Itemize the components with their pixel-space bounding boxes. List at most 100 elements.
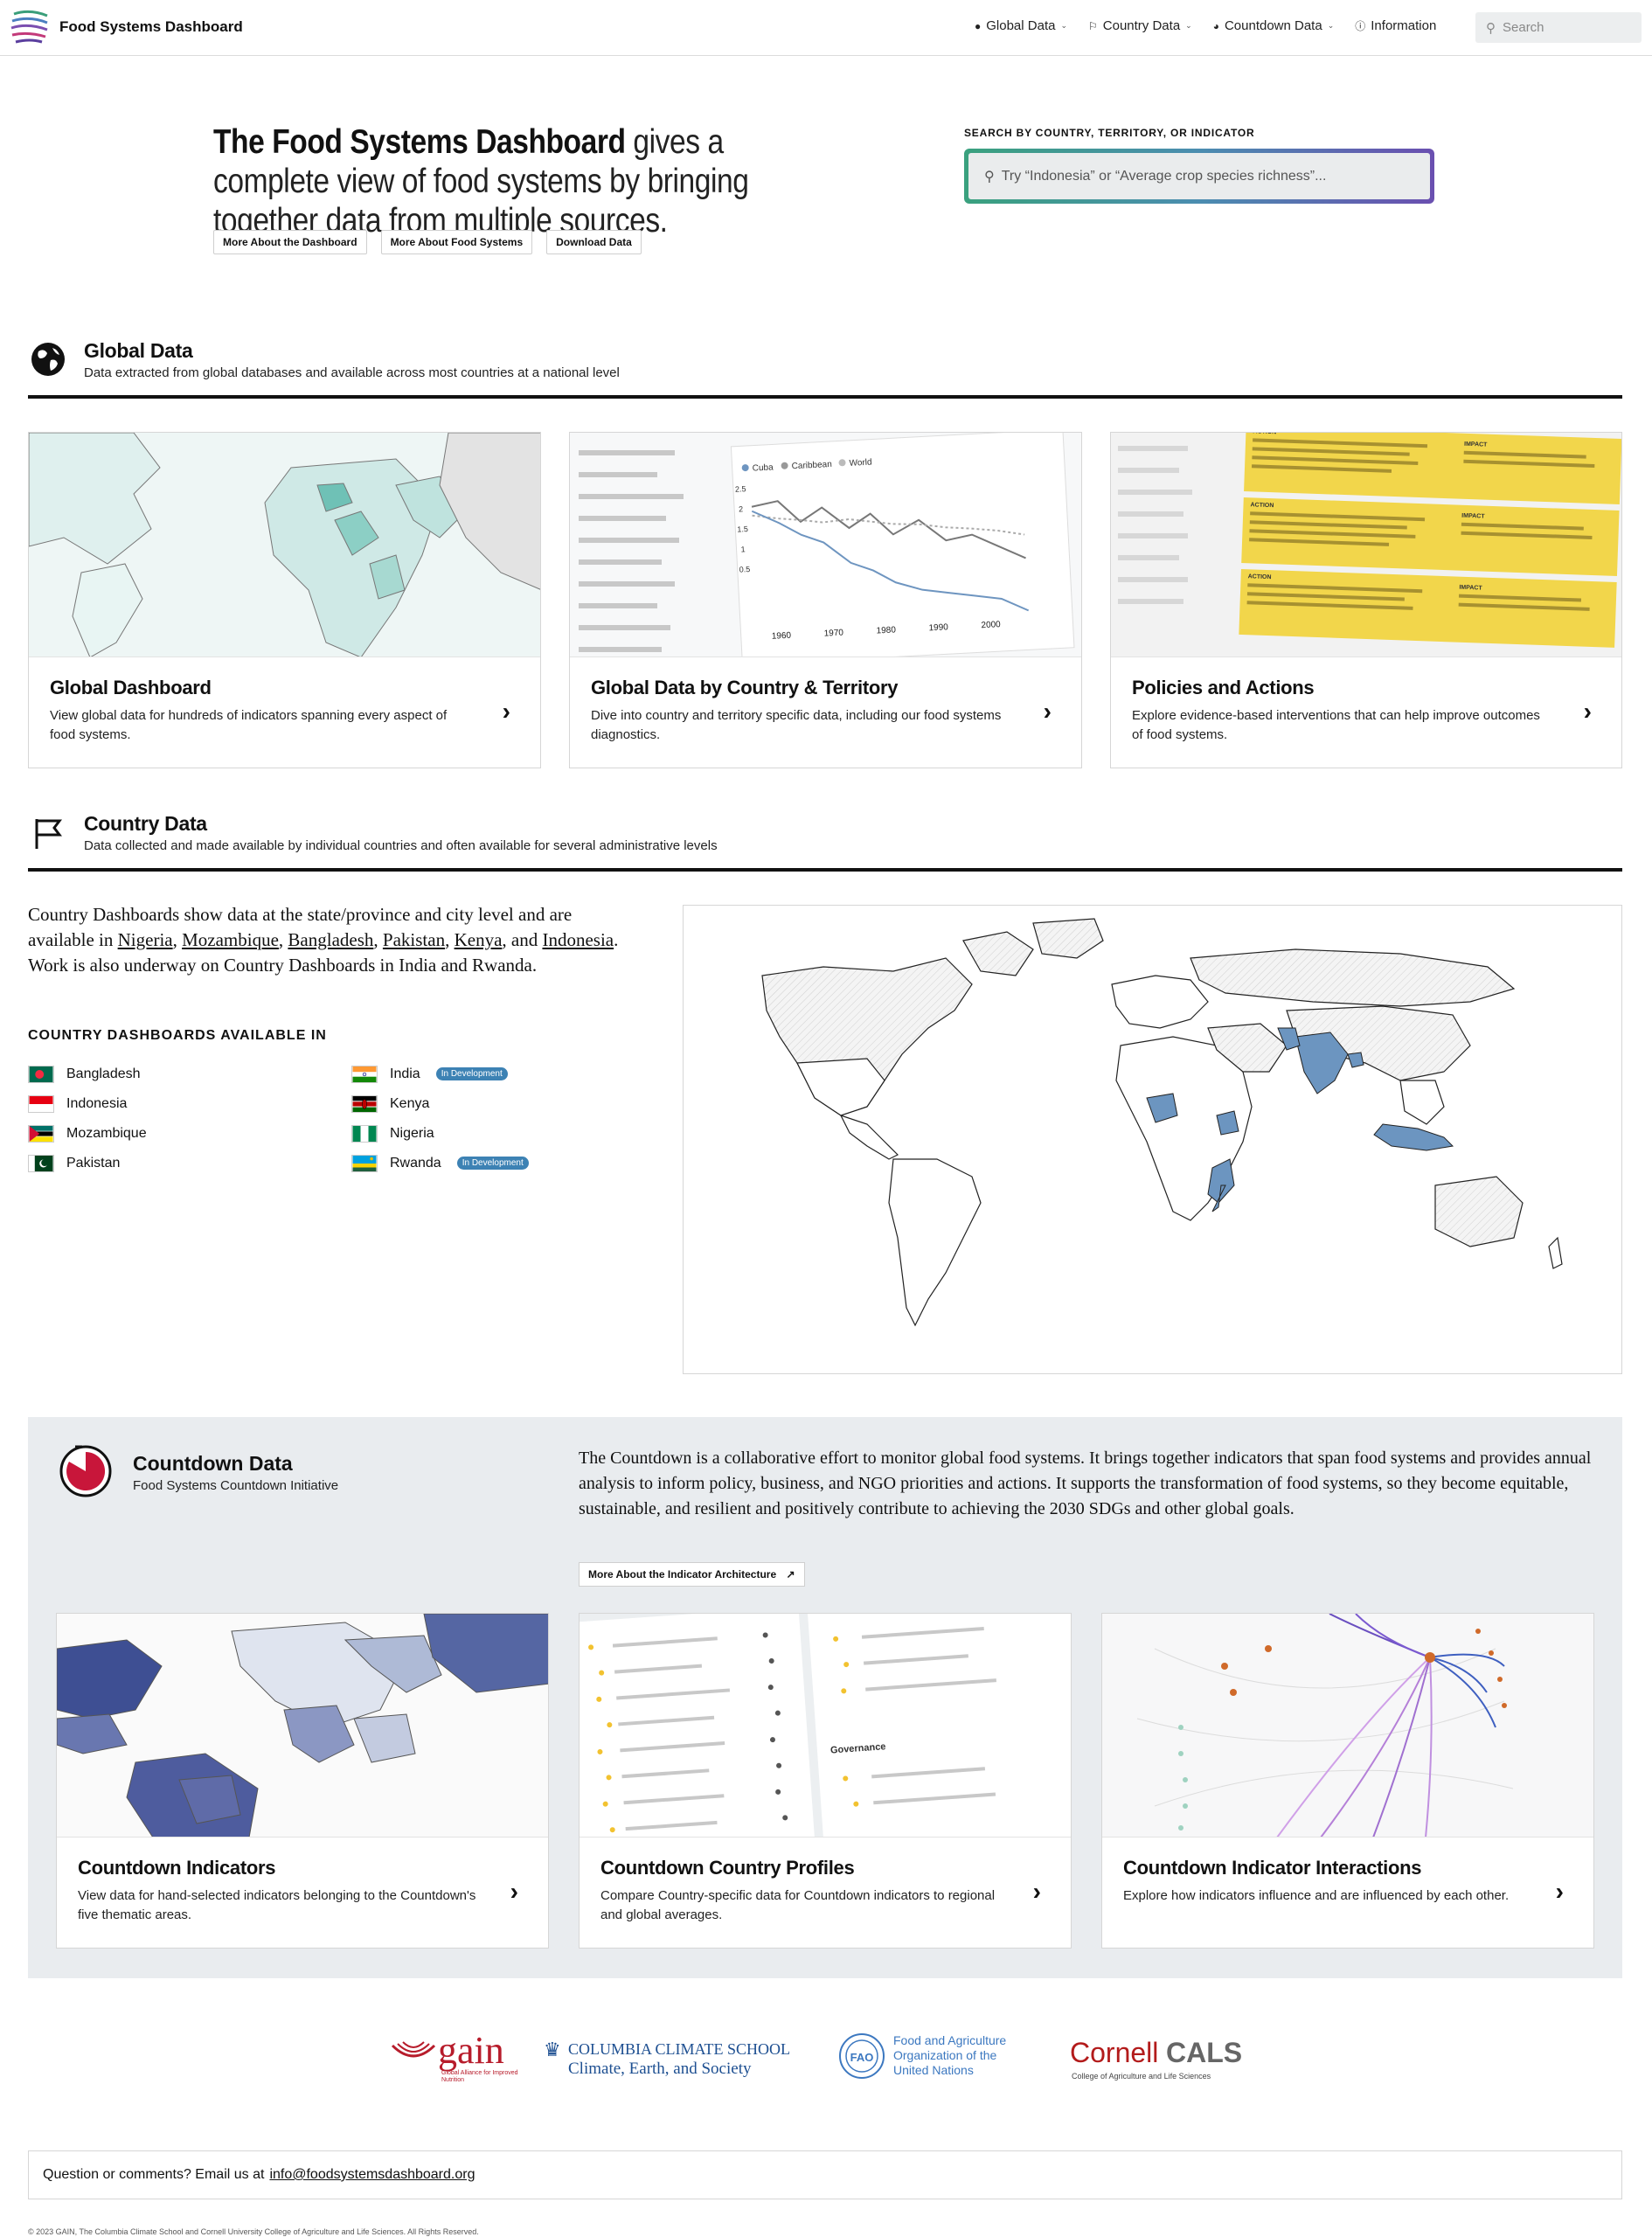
nav-global-data[interactable]: ● Global Data ⌄	[975, 18, 1067, 33]
link-indonesia[interactable]: Indonesia	[542, 929, 614, 950]
link-kenya[interactable]: Kenya	[454, 929, 503, 950]
card-title: Countdown Indicators	[78, 1857, 276, 1879]
chevron-right-icon: ›	[502, 698, 510, 725]
card-description: View data for hand-selected indicators b…	[78, 1888, 476, 1922]
x-tick: 1970	[823, 628, 843, 638]
cornell-cals-logo[interactable]: Cornell CALS College of Agriculture and …	[1070, 2037, 1262, 2081]
india-flag-icon	[351, 1065, 378, 1083]
country-name: Rwanda	[390, 1155, 441, 1171]
country-world-map[interactable]	[683, 905, 1622, 1374]
mozambique-flag-icon	[28, 1124, 54, 1143]
site-brand[interactable]: Food Systems Dashboard	[59, 18, 243, 35]
download-data-button[interactable]: Download Data	[546, 230, 642, 254]
map-preview-image	[29, 433, 540, 657]
legend-cuba: Cuba	[752, 462, 774, 473]
countdown-clock-icon	[59, 1445, 112, 1497]
countdown-description: The Countdown is a collaborative effort …	[579, 1448, 1592, 1518]
interactions-preview-image	[1102, 1614, 1593, 1837]
nav-countdown-data[interactable]: ◕ Countdown Data ⌄	[1213, 18, 1335, 33]
card-title: Global Dashboard	[50, 677, 212, 698]
nav-search-input[interactable]: ⚲ Search	[1475, 12, 1642, 43]
policies-actions-card[interactable]: ACTION ACTION ACTION IMPACT IMPACT IMPAC…	[1110, 432, 1622, 768]
country-name: India	[390, 1066, 420, 1081]
country-item[interactable]: Mozambique	[28, 1124, 351, 1143]
chart-preview-image: Cuba Caribbean World 2.5 2 1.5 1 0.5 196…	[570, 433, 1081, 657]
nigeria-shape	[1146, 1093, 1178, 1123]
info-icon: ⓘ	[1355, 20, 1366, 32]
contact-text: Question or comments? Email us at	[43, 2167, 265, 2182]
country-item[interactable]: Bangladesh	[28, 1065, 351, 1083]
policy-preview: ACTION ACTION ACTION IMPACT IMPACT IMPAC…	[1111, 433, 1621, 657]
gain-wordmark: gain	[438, 2029, 504, 2072]
nav-information[interactable]: ⓘ Information	[1355, 18, 1436, 33]
card-title: Countdown Country Profiles	[600, 1857, 855, 1879]
kenya-flag-icon	[351, 1094, 378, 1113]
country-name: Nigeria	[390, 1125, 434, 1141]
more-about-dashboard-button[interactable]: More About the Dashboard	[213, 230, 367, 254]
country-item[interactable]: Kenya	[351, 1094, 570, 1113]
country-item[interactable]: Rwanda In Development	[351, 1154, 570, 1172]
intro-text: . Work is also underway on Country Dashb…	[28, 929, 619, 976]
indonesia-flag-icon	[28, 1094, 54, 1113]
contact-footer: Question or comments? Email us at info@f…	[28, 2150, 1622, 2199]
flag-icon: ⚐	[1088, 19, 1098, 32]
x-tick: 2000	[981, 620, 1001, 630]
search-icon: ⚲	[1486, 20, 1496, 36]
card-title: Countdown Indicator Interactions	[1123, 1857, 1422, 1879]
rwanda-flag-icon	[351, 1154, 378, 1172]
country-item[interactable]: India In Development	[351, 1065, 570, 1083]
columbia-crown-icon: ♛	[544, 2039, 561, 2060]
action-label: ACTION	[1250, 502, 1274, 509]
global-data-header: Global Data Data extracted from global d…	[28, 337, 1622, 399]
y-tick: 0.5	[739, 565, 751, 574]
gain-logo[interactable]: gain Global Alliance for Improved Nutrit…	[389, 2029, 520, 2083]
indonesia-shape	[1373, 1123, 1454, 1151]
country-item[interactable]: Indonesia	[28, 1094, 351, 1113]
contact-email-link[interactable]: info@foodsystemsdashboard.org	[269, 2167, 475, 2182]
link-bangladesh[interactable]: Bangladesh	[288, 929, 374, 950]
country-territory-card[interactable]: Cuba Caribbean World 2.5 2 1.5 1 0.5 196…	[569, 432, 1082, 768]
chevron-right-icon: ›	[1555, 1878, 1564, 1905]
intro-text: Country Dashboards show data at the stat…	[28, 904, 573, 950]
main-search-box[interactable]: ⚲ Try “Indonesia” or “Average crop speci…	[964, 149, 1434, 204]
top-navbar: Food Systems Dashboard ● Global Data ⌄ ⚐…	[0, 0, 1652, 56]
india-shape	[1295, 1032, 1349, 1094]
fao-mark: FAO	[850, 2051, 874, 2064]
countdown-interactions-card[interactable]: Countdown Indicator Interactions Explore…	[1101, 1613, 1594, 1949]
flag-icon	[35, 819, 62, 849]
site-logo-icon[interactable]	[9, 7, 51, 45]
indicator-architecture-button[interactable]: More About the Indicator Architecture ↗	[579, 1562, 805, 1587]
country-name: Kenya	[390, 1095, 430, 1111]
main-search-input[interactable]: ⚲ Try “Indonesia” or “Average crop speci…	[968, 153, 1430, 199]
nav-country-data[interactable]: ⚐ Country Data ⌄	[1088, 18, 1192, 33]
card-description: Explore how indicators influence and are…	[1123, 1888, 1510, 1903]
hero-heading-bold: The Food Systems Dashboard	[213, 123, 626, 161]
fao-logo[interactable]: FAO Food and Agriculture Organization of…	[837, 2032, 1012, 2082]
line-chart-preview: Cuba Caribbean World 2.5 2 1.5 1 0.5 196…	[570, 433, 1081, 657]
country-flag-list: Bangladesh India In Development Indonesi…	[28, 1065, 570, 1172]
cals-wordmark: CALS	[1166, 2037, 1243, 2068]
countdown-country-profiles-card[interactable]: Governance	[579, 1613, 1072, 1949]
link-pakistan[interactable]: Pakistan	[382, 929, 446, 950]
nav-label: Global Data	[986, 18, 1056, 33]
country-data-title: Country Data	[84, 812, 207, 835]
chevron-right-icon: ›	[1583, 698, 1592, 725]
chevron-down-icon: ⌄	[1060, 21, 1068, 30]
country-item[interactable]: Pakistan	[28, 1154, 351, 1172]
countdown-indicators-card[interactable]: Countdown Indicators View data for hand-…	[56, 1613, 549, 1949]
more-about-food-systems-button[interactable]: More About Food Systems	[380, 230, 533, 254]
chevron-right-icon: ›	[1043, 698, 1052, 725]
link-nigeria[interactable]: Nigeria	[117, 929, 173, 950]
global-dashboard-card[interactable]: Global Dashboard View global data for hu…	[28, 432, 541, 768]
hero-heading: The Food Systems Dashboard gives a compl…	[213, 122, 829, 240]
columbia-climate-school-logo[interactable]: ♛ COLUMBIA CLIMATE SCHOOL Climate, Earth…	[544, 2039, 806, 2082]
card-description: View global data for hundreds of indicat…	[50, 708, 448, 742]
country-name: Mozambique	[66, 1125, 147, 1141]
link-mozambique[interactable]: Mozambique	[182, 929, 279, 950]
copyright-text: © 2023 GAIN, The Columbia Climate School…	[28, 2227, 479, 2236]
fao-line-3: United Nations	[893, 2063, 974, 2077]
pakistan-flag-icon	[28, 1154, 54, 1172]
search-label: SEARCH BY COUNTRY, TERRITORY, OR INDICAT…	[964, 127, 1255, 139]
country-item[interactable]: Nigeria	[351, 1124, 570, 1143]
mozambique-shape	[1207, 1158, 1235, 1204]
